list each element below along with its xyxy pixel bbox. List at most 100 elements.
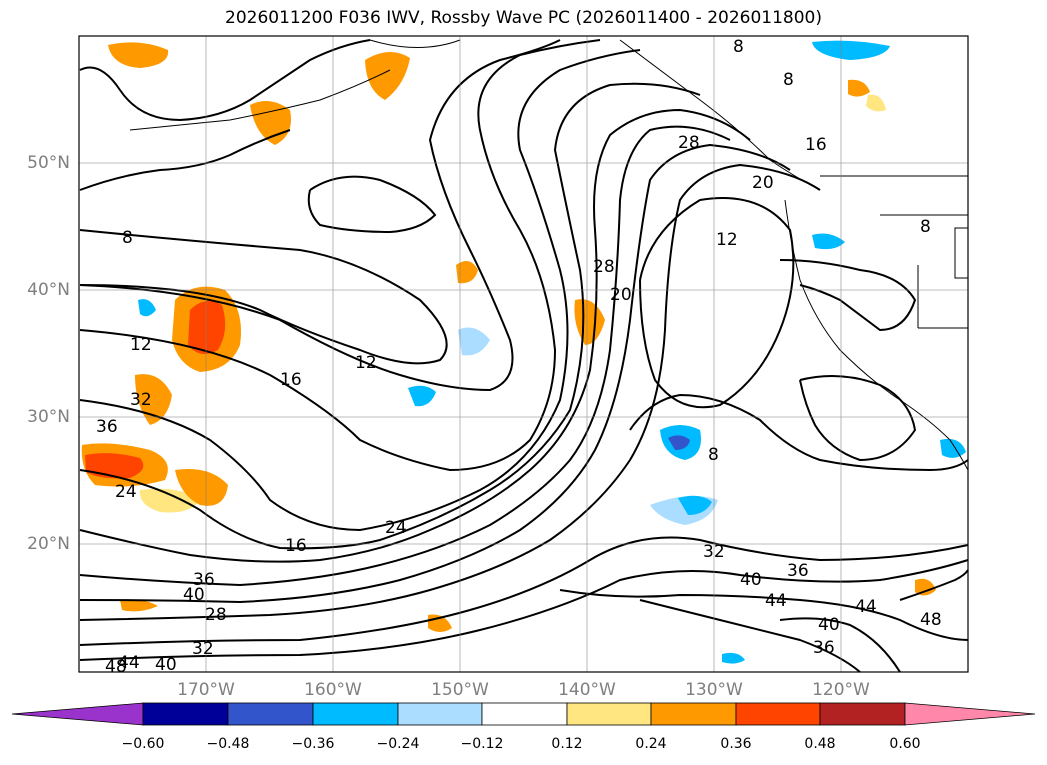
contour-label: 12 <box>130 335 152 355</box>
contour-line <box>629 393 969 472</box>
shade-blob-orange-se <box>915 578 936 596</box>
contour-label: 20 <box>610 285 632 305</box>
iwv-contours <box>79 39 969 673</box>
lon-label-130w: 130°W <box>685 680 743 700</box>
colorbar-tick: 0.36 <box>720 736 752 752</box>
shade-blob-blue-ne <box>812 40 890 60</box>
contour-label: 8 <box>783 70 794 90</box>
colorbar <box>11 702 1036 726</box>
colorbar-tick: 0.12 <box>551 736 583 752</box>
shade-blob-nw <box>108 42 169 68</box>
contour-line <box>79 536 969 646</box>
colorbar-tick: −0.60 <box>121 736 165 752</box>
contour-label: 36 <box>787 561 809 581</box>
contour-line <box>79 49 641 532</box>
contour-label: 8 <box>733 37 744 57</box>
contour-label: 16 <box>280 370 302 390</box>
contour-label: 12 <box>355 353 377 373</box>
contour-line <box>79 39 561 392</box>
colorbar-segment <box>312 702 399 726</box>
contour-line <box>79 125 731 587</box>
contour-line <box>779 617 901 673</box>
shade-blob-central <box>456 261 478 284</box>
colorbar-segment <box>481 702 568 726</box>
contour-line <box>639 599 861 673</box>
contour-line <box>779 259 917 332</box>
colorbar-segment <box>819 702 906 726</box>
shade-blob-west-red <box>188 301 226 354</box>
shade-blob-blue-35n <box>458 327 490 356</box>
contour-line <box>79 229 448 365</box>
contour-label: 36 <box>813 638 835 658</box>
contour-label: 16 <box>285 536 307 556</box>
shade-blob-blue-se <box>940 438 966 458</box>
contour-label: 28 <box>593 257 615 277</box>
shade-blob-west2-red <box>85 453 144 479</box>
contour-label: 44 <box>118 653 140 673</box>
shade-blob-south-orange <box>139 488 200 513</box>
contour-line <box>79 108 751 563</box>
contour-label: 40 <box>740 570 762 590</box>
gridlines <box>79 36 968 672</box>
lon-label-140w: 140°W <box>558 680 616 700</box>
colorbar-tick: −0.36 <box>291 736 335 752</box>
shade-blob-orange-bottom2 <box>120 599 158 612</box>
contour-label: 40 <box>183 585 205 605</box>
shade-blob-aleutian2 <box>365 51 410 100</box>
contour-line <box>79 39 371 122</box>
lon-label-170w: 170°W <box>177 680 235 700</box>
contour-label: 32 <box>192 639 214 659</box>
contour-label: 12 <box>716 230 738 250</box>
colorbar-segment <box>566 702 652 726</box>
shade-blob-blue-bottom <box>722 652 745 664</box>
anomaly-shading <box>81 40 966 664</box>
shade-blob-blue-coast <box>812 233 845 250</box>
map-title: 2026011200 F036 IWV, Rossby Wave PC (202… <box>225 8 822 28</box>
contour-line <box>79 82 701 550</box>
contour-label: 32 <box>703 542 725 562</box>
lat-label-30n: 30°N <box>27 407 70 427</box>
contour-label: 24 <box>385 518 407 538</box>
contour-label: 48 <box>920 610 942 630</box>
coastline-us-west <box>784 199 969 471</box>
lat-label-40n: 40°N <box>27 280 70 300</box>
coastline-bc <box>619 39 821 191</box>
land-box <box>954 227 969 279</box>
contour-line <box>899 569 969 601</box>
shade-blob-blue-center2 <box>668 435 690 450</box>
contour-line <box>79 39 601 472</box>
contour-label: 8 <box>920 217 931 237</box>
contour-label: 28 <box>205 605 227 625</box>
contour-label: 32 <box>130 390 152 410</box>
colorbar-tick: 0.48 <box>804 736 836 752</box>
map-frame <box>78 35 969 673</box>
contour-line <box>79 129 291 191</box>
shade-blob-blue-30n <box>408 385 436 407</box>
contour-label: 24 <box>115 482 137 502</box>
shade-blob-orange-ne2 <box>866 94 886 112</box>
coastlines <box>129 39 969 471</box>
colorbar-tick: −0.12 <box>460 736 504 752</box>
shade-blob-aleutian1 <box>250 101 291 145</box>
contour-line <box>79 163 821 621</box>
contour-label: 8 <box>708 445 719 465</box>
contour-label: 36 <box>96 417 118 437</box>
shade-blob-midcenter <box>574 299 605 345</box>
shade-blob-south2-orange <box>175 469 228 506</box>
contour-label: 40 <box>818 615 840 635</box>
contour-label: 16 <box>805 135 827 155</box>
colorbar-tick: −0.24 <box>376 736 420 752</box>
colorbar-tick: 0.60 <box>889 736 921 752</box>
colorbar-low-extension <box>11 702 144 726</box>
colorbar-segment <box>397 702 483 726</box>
shade-blob-orange-ne <box>848 79 870 97</box>
colorbar-segment <box>142 702 229 726</box>
colorbar-segment <box>650 702 737 726</box>
shade-blob-blue-west <box>138 299 156 317</box>
lon-label-160w: 160°W <box>304 680 362 700</box>
colorbar-segment <box>227 702 314 726</box>
lat-label-50n: 50°N <box>27 153 70 173</box>
lat-label-20n: 20°N <box>27 534 70 554</box>
contour-line <box>639 197 795 409</box>
